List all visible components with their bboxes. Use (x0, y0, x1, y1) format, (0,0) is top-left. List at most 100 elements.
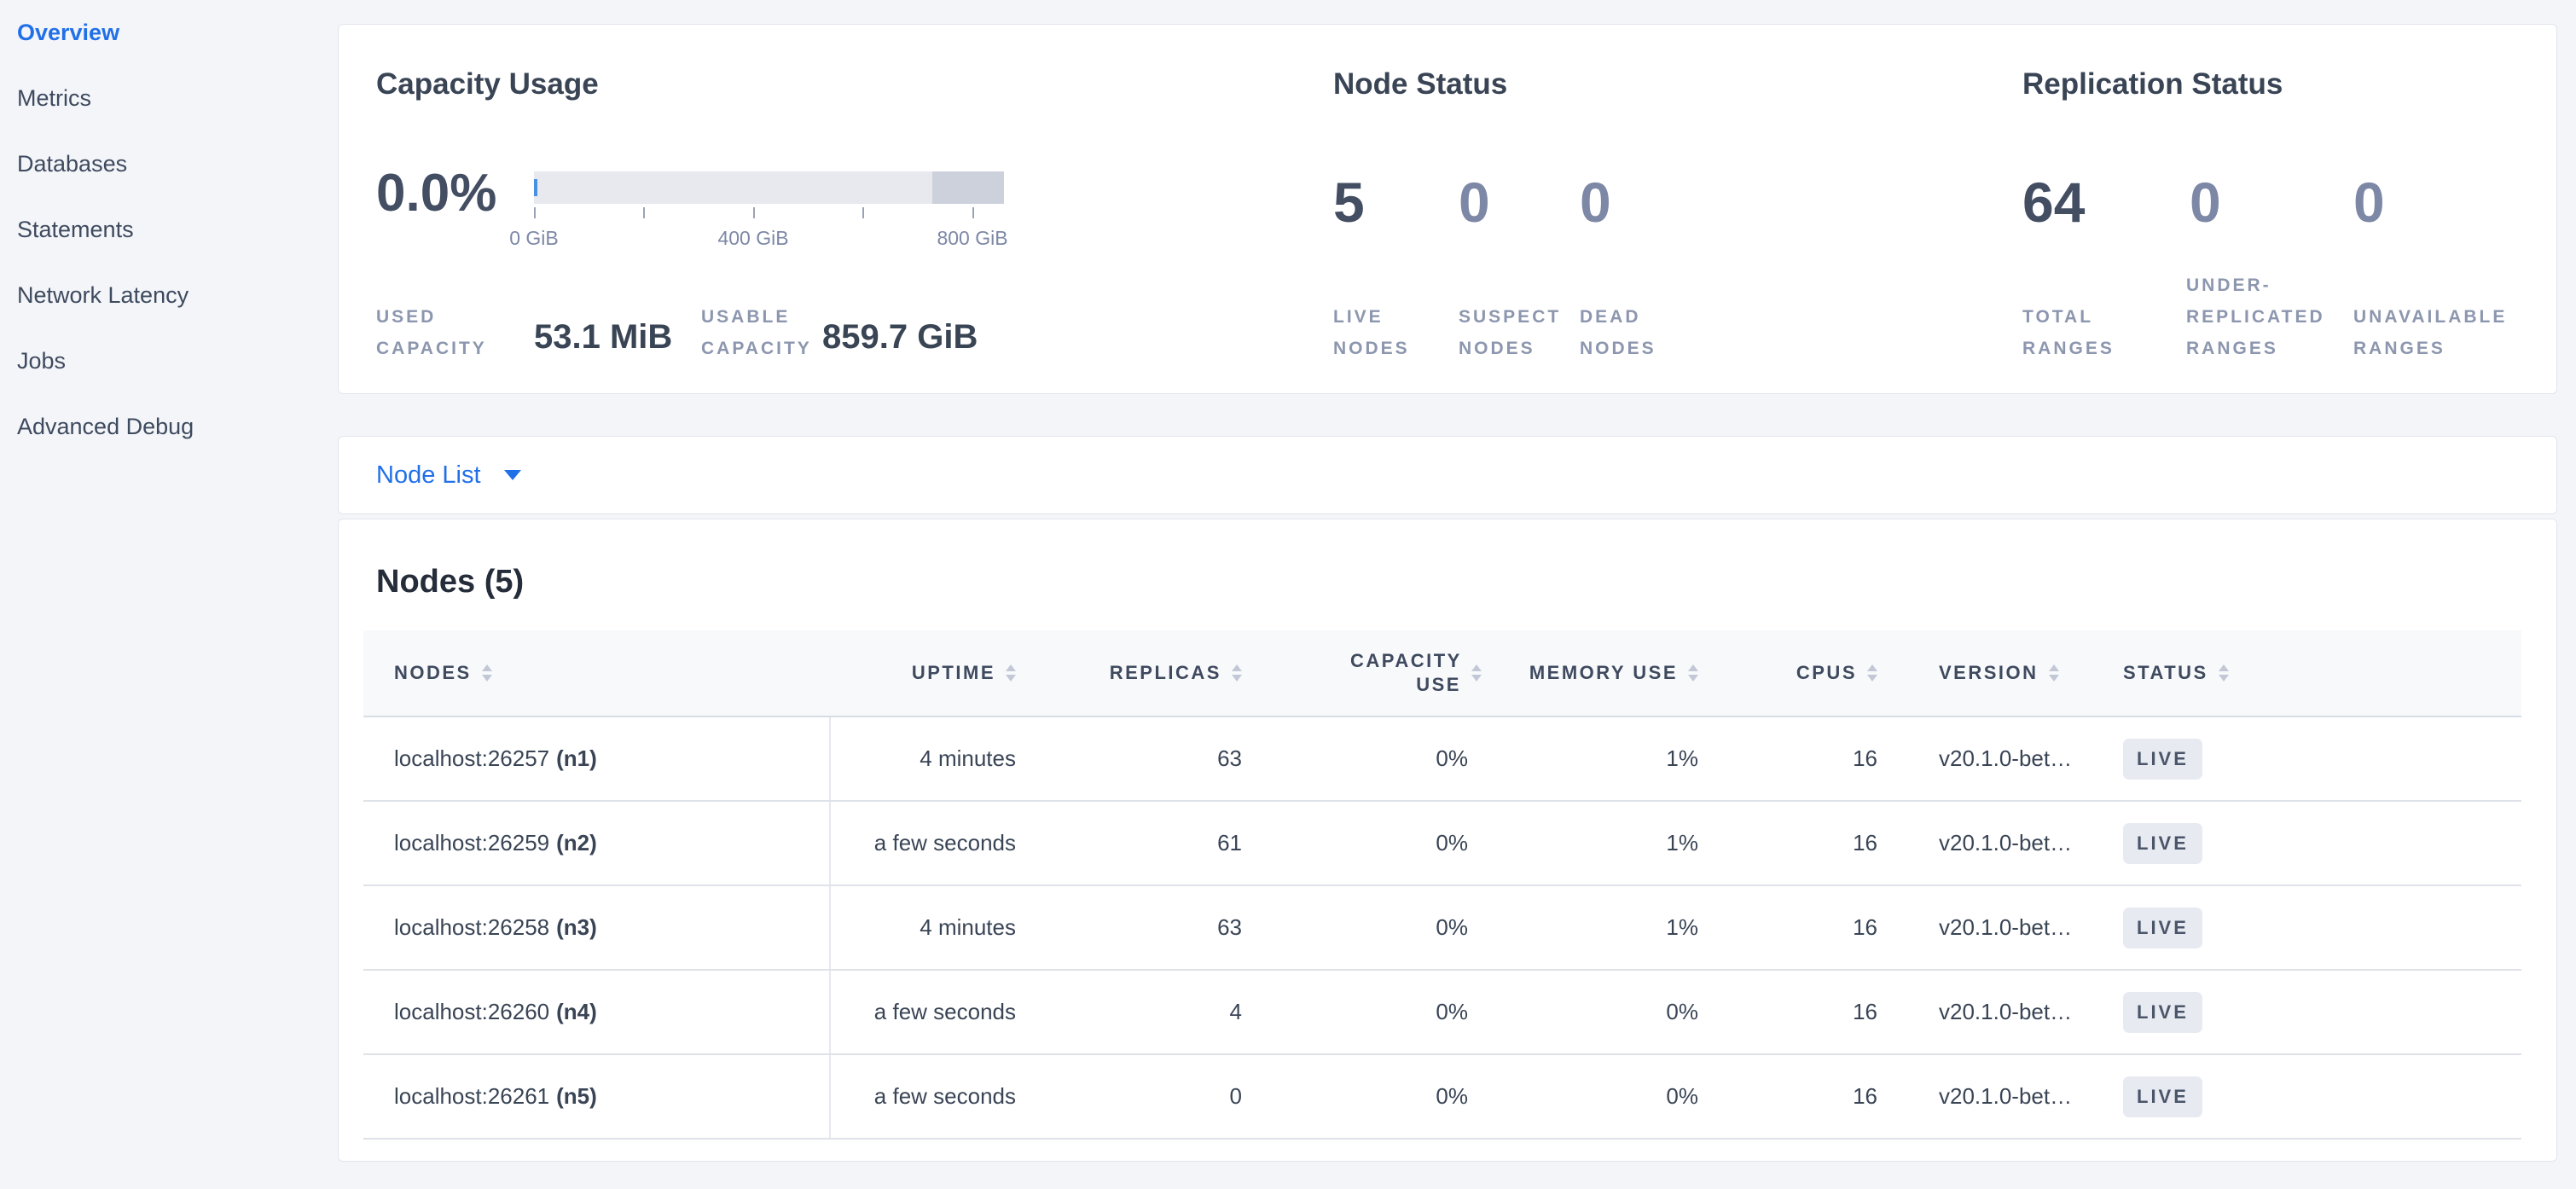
header-version-label: VERSION (1939, 662, 2039, 683)
node-list-dropdown[interactable]: Node List (376, 461, 521, 490)
header-cpus-label: CPUS (1796, 662, 1857, 683)
version-cell: v20.1.0-bet… (1939, 1083, 2073, 1109)
axis-tick-400 (753, 207, 755, 218)
header-nodes[interactable]: NODES (363, 630, 831, 716)
uptime-cell: a few seconds (873, 999, 1016, 1024)
chevron-down-icon (503, 470, 521, 480)
version-cell: v20.1.0-bet… (1939, 914, 2073, 940)
status-badge: LIVE (2123, 822, 2202, 864)
used-capacity-label: USED CAPACITY (376, 307, 487, 358)
sidebar-item-statements[interactable]: Statements (17, 217, 134, 242)
header-replicas[interactable]: REPLICAS (1041, 630, 1268, 716)
version-cell: v20.1.0-bet… (1939, 745, 2073, 771)
suspect-nodes-label: SUSPECT NODES (1459, 307, 1562, 358)
sidebar-item-advanced-debug[interactable]: Advanced Debug (17, 414, 194, 439)
uptime-cell: 4 minutes (920, 745, 1016, 771)
unavailable-ranges-label: UNAVAILABLE RANGES (2353, 307, 2508, 358)
nodes-table: NODES UPTIME REPLICAS CAPACITY USE MEMOR… (363, 630, 2521, 1140)
node-address: localhost:26258 (394, 914, 550, 940)
under-replicated-ranges-label: UNDER-REPLICATED RANGES (2186, 276, 2325, 358)
sort-icon (1471, 664, 1482, 682)
version-cell: v20.1.0-bet… (1939, 999, 2073, 1024)
axis-tick-600 (862, 207, 864, 218)
view-selector-card: Node List (338, 436, 2557, 514)
sidebar-item-overview[interactable]: Overview (17, 20, 120, 45)
replicas-cell: 63 (1217, 914, 1242, 940)
memory-use-cell: 1% (1666, 745, 1698, 771)
sort-icon (1232, 664, 1242, 682)
axis-tick-200 (643, 207, 645, 218)
sort-icon (1688, 664, 1698, 682)
capacity-bar-other-segment (932, 171, 1004, 204)
table-row: localhost:26261 (n5) a few seconds 0 0% … (363, 1055, 2521, 1140)
cpus-cell: 16 (1853, 1083, 1877, 1109)
node-address-cell: localhost:26260 (n4) (363, 971, 831, 1053)
header-uptime[interactable]: UPTIME (831, 630, 1041, 716)
capacity-bar-used-tick (534, 179, 537, 196)
node-id: (n2) (556, 830, 597, 856)
sort-icon (2218, 664, 2229, 682)
replicas-cell: 61 (1217, 830, 1242, 856)
total-ranges-value: 64 (2022, 171, 2086, 234)
memory-use-cell: 0% (1666, 999, 1698, 1024)
axis-tick-0 (534, 207, 536, 218)
capacity-used-percent: 0.0% (376, 164, 497, 223)
header-memory-use-label: MEMORY USE (1529, 662, 1678, 683)
header-version[interactable]: VERSION (1903, 630, 2121, 716)
header-memory-use[interactable]: MEMORY USE (1494, 630, 1724, 716)
node-id: (n4) (556, 999, 597, 1024)
cluster-summary-card: Capacity Usage 0.0% 0 GiB 400 GiB 800 Gi… (338, 24, 2557, 394)
nodes-table-header: NODES UPTIME REPLICAS CAPACITY USE MEMOR… (363, 630, 2521, 717)
live-nodes-value: 5 (1333, 171, 1365, 234)
header-capacity-use[interactable]: CAPACITY USE (1268, 630, 1494, 716)
node-list-dropdown-label: Node List (376, 461, 481, 489)
axis-tick-800 (972, 207, 974, 218)
status-badge: LIVE (2123, 991, 2202, 1033)
node-address: localhost:26261 (394, 1083, 550, 1109)
sort-icon (2048, 664, 2059, 682)
under-replicated-ranges-value: 0 (2190, 171, 2221, 234)
header-uptime-label: UPTIME (911, 662, 995, 683)
node-address-cell: localhost:26261 (n5) (363, 1055, 831, 1138)
header-status[interactable]: STATUS (2121, 630, 2521, 716)
sidebar-item-jobs[interactable]: Jobs (17, 348, 67, 374)
node-id: (n3) (556, 914, 597, 940)
header-status-label: STATUS (2123, 662, 2208, 683)
nodes-card: Nodes (5) NODES UPTIME REPLICAS CAPACITY… (338, 519, 2557, 1162)
status-cell: LIVE (2121, 1055, 2521, 1138)
sidebar-item-metrics[interactable]: Metrics (17, 85, 91, 111)
header-cpus[interactable]: CPUS (1724, 630, 1903, 716)
node-address: localhost:26257 (394, 745, 550, 771)
replication-status-title: Replication Status (2022, 67, 2283, 101)
node-address-cell: localhost:26258 (n3) (363, 886, 831, 969)
header-nodes-label: NODES (394, 662, 472, 683)
total-ranges-label: TOTAL RANGES (2022, 307, 2115, 358)
replication-status-section: Replication Status 64 0 0 TOTAL RANGES U… (2022, 25, 2551, 393)
usable-capacity-label: USABLE CAPACITY (701, 307, 812, 358)
usable-capacity-value: 859.7 GiB (822, 318, 978, 356)
capacity-use-cell: 0% (1436, 914, 1468, 940)
uptime-cell: a few seconds (873, 1083, 1016, 1109)
axis-label-0: 0 GiB (509, 227, 559, 249)
memory-use-cell: 1% (1666, 914, 1698, 940)
cpus-cell: 16 (1853, 745, 1877, 771)
capacity-bar-track (534, 171, 1004, 204)
dead-nodes-label: DEAD NODES (1580, 307, 1656, 358)
status-badge: LIVE (2123, 907, 2202, 948)
live-nodes-label: LIVE NODES (1333, 307, 1410, 358)
sidebar-item-network-latency[interactable]: Network Latency (17, 282, 189, 308)
node-id: (n5) (556, 1083, 597, 1109)
capacity-usage-title: Capacity Usage (376, 67, 599, 101)
header-capacity-use-label: CAPACITY USE (1350, 650, 1462, 695)
memory-use-cell: 1% (1666, 830, 1698, 856)
memory-use-cell: 0% (1666, 1083, 1698, 1109)
sort-icon (481, 664, 492, 682)
sidebar-item-databases[interactable]: Databases (17, 151, 128, 177)
capacity-usage-section: Capacity Usage 0.0% 0 GiB 400 GiB 800 Gi… (376, 25, 1314, 393)
replicas-cell: 4 (1229, 999, 1242, 1024)
capacity-use-cell: 0% (1436, 830, 1468, 856)
unavailable-ranges-value: 0 (2353, 171, 2385, 234)
replicas-cell: 63 (1217, 745, 1242, 771)
node-address-cell: localhost:26257 (n1) (363, 717, 831, 800)
header-replicas-label: REPLICAS (1109, 662, 1221, 683)
